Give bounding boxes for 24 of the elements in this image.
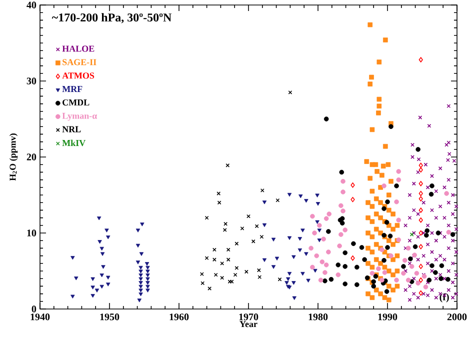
text: ~170-200 hPa, 30º-50ºN [52, 13, 172, 24]
x-axis-title: Year [240, 321, 258, 328]
legend-label: CMDL [62, 99, 90, 106]
legend-label: NRL [62, 126, 81, 132]
legend-label: SAGE-II [62, 59, 96, 66]
legend-label: MkIV [62, 140, 86, 146]
annotation: (f) [440, 293, 449, 302]
y-tick-label: 40 [26, 2, 36, 8]
y-tick-label: 10 [27, 230, 36, 236]
x-tick-label: 1980 [308, 314, 328, 320]
legend-label: ATMOS [62, 72, 94, 79]
x-tick-label: 1950 [100, 314, 120, 320]
x-tick-label: 1940 [30, 314, 50, 320]
legend-label: MRF [62, 86, 82, 92]
y-axis-title: H$_{2}$O (ppmv) [9, 134, 18, 181]
legend-label: Lyman-α [62, 112, 98, 121]
x-tick-label: 1970 [239, 314, 258, 320]
x-tick-label: 1960 [170, 314, 189, 320]
y-tick-label: 20 [26, 154, 36, 160]
legend-label: HALOE [62, 46, 94, 52]
y-tick-label: 0 [32, 306, 36, 312]
y-tick-label: 30 [26, 78, 36, 84]
x-tick-label: 2000 [447, 314, 467, 320]
x-tick-label: 1990 [378, 314, 398, 320]
